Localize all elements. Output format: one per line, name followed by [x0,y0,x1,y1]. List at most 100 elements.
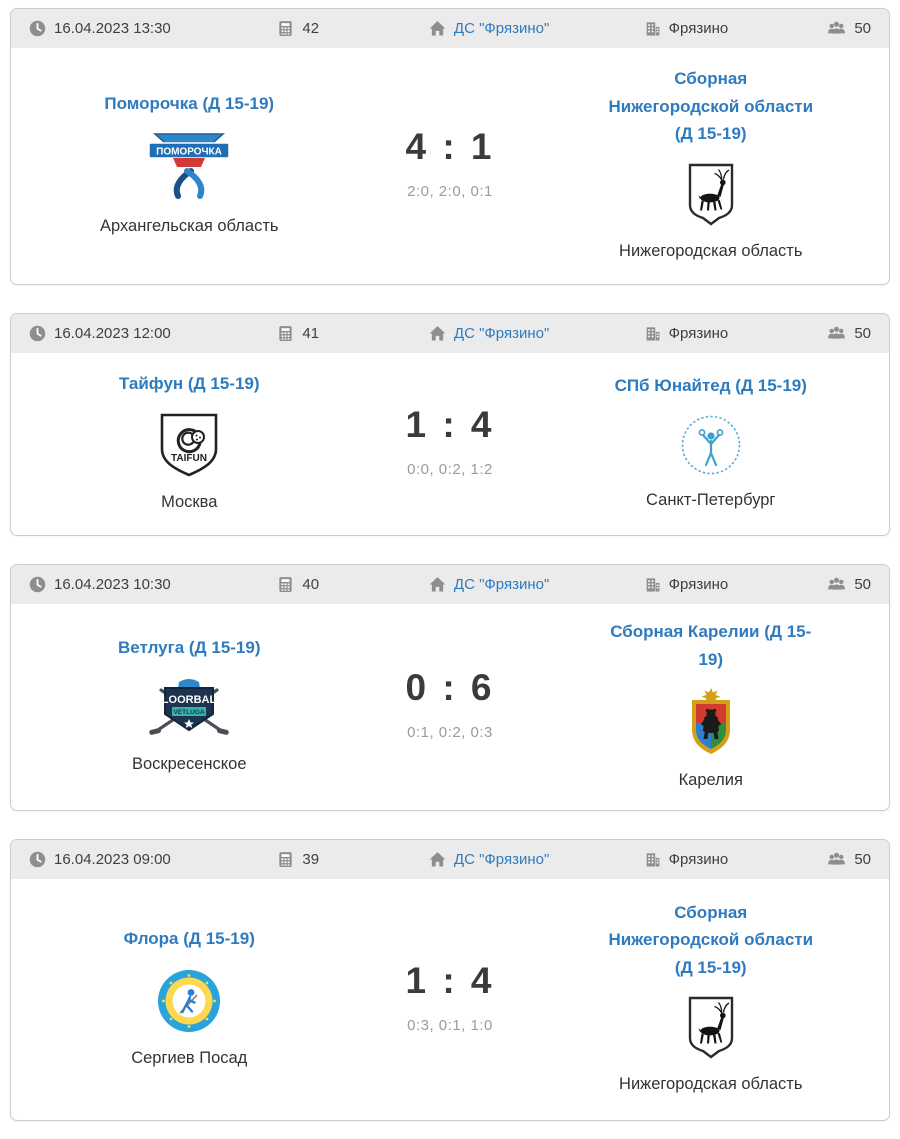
clock-icon [29,325,46,342]
period-scores: 2:0, 2:0, 0:1 [407,183,493,200]
away-team: Сборная Нижегородской области (Д 15-19) … [563,899,860,1095]
period-scores: 0:1, 0:2, 0:3 [407,724,493,741]
spb-united-logo[interactable] [680,414,742,476]
match-header: 16.04.2023 13:30 42 ДС "Фрязино" Фрязино… [11,9,889,48]
match-venue: ДС "Фрязино" [429,851,644,868]
home-icon [429,325,446,342]
match-number: 42 [277,20,429,37]
spectators-count: 50 [854,20,871,37]
home-team-region: Воскресенское [131,755,247,774]
pomorochka-logo[interactable] [139,132,239,202]
home-team-region: Сергиев Посад [131,1048,248,1067]
match-body: Тайфун (Д 15-19) Москва 1 : 4 0:0, 0:2, … [11,353,889,535]
away-team-region: Карелия [678,771,743,790]
clock-icon [29,576,46,593]
match-number-text: 40 [302,576,320,593]
home-team-name-link[interactable]: Флора (Д 15-19) [123,929,255,949]
spectators-count: 50 [854,576,871,593]
home-team: Ветлуга (Д 15-19) Воскресенское [41,634,338,775]
spectators-icon [827,851,846,868]
home-team-name-link[interactable]: Ветлуга (Д 15-19) [117,637,261,657]
match-city: Фрязино [644,851,791,868]
match-datetime: 16.04.2023 13:30 [29,20,277,37]
home-icon [429,20,446,37]
home-team-name-link[interactable]: Тайфун (Д 15-19) [118,373,260,393]
calculator-icon [277,576,294,593]
match-header: 16.04.2023 09:00 39 ДС "Фрязино" Фрязино… [11,840,889,879]
match-spectators: 50 [791,851,871,868]
score-block: 4 : 1 2:0, 2:0, 0:1 [338,126,563,200]
period-scores: 0:3, 0:1, 1:0 [407,1016,493,1034]
match-city: Фрязино [644,325,791,342]
nizhny-novgorod-deer-logo[interactable] [687,996,735,1060]
spectators-count: 50 [854,851,871,868]
score: 0 : 6 [405,667,495,708]
away-team-name-link[interactable]: СПб Юнайтед (Д 15-19) [614,375,807,395]
vetluga-floorball-logo[interactable] [145,676,233,740]
spectators-icon [827,325,846,342]
away-team-name-link[interactable]: Сборная Карелии (Д 15- 19) [610,621,812,669]
venue-link[interactable]: ДС "Фрязино" [453,576,550,593]
match-number-text: 42 [302,20,320,37]
score-block: 0 : 6 0:1, 0:2, 0:3 [338,667,563,741]
match-spectators: 50 [791,325,871,342]
match-venue: ДС "Фрязино" [429,576,644,593]
match-venue: ДС "Фрязино" [429,20,644,37]
match-datetime: 16.04.2023 09:00 [29,851,277,868]
score: 1 : 4 [405,959,495,1001]
match-body: Флора (Д 15-19) Сергиев Посад 1 : 4 0:3,… [11,879,889,1120]
venue-link[interactable]: ДС "Фрязино" [453,325,550,342]
match-datetime-text: 16.04.2023 09:00 [54,851,171,868]
match-number: 40 [277,576,429,593]
venue-link[interactable]: ДС "Фрязино" [453,851,550,868]
home-team-name-link[interactable]: Поморочка (Д 15-19) [104,93,275,113]
away-team: СПб Юнайтед (Д 15-19) Санкт-Петербург [563,372,860,511]
away-team-region: Санкт-Петербург [646,491,776,510]
score-block: 1 : 4 0:3, 0:1, 1:0 [338,960,563,1034]
match-body: Ветлуга (Д 15-19) Воскресенское 0 : 6 0:… [11,604,889,810]
score: 4 : 1 [405,126,495,167]
karelia-coat-of-arms-logo[interactable] [684,688,738,756]
match-header: 16.04.2023 10:30 40 ДС "Фрязино" Фрязино… [11,565,889,604]
match-card: 16.04.2023 13:30 42 ДС "Фрязино" Фрязино… [10,8,890,285]
match-card: 16.04.2023 10:30 40 ДС "Фрязино" Фрязино… [10,564,890,811]
match-card: 16.04.2023 09:00 39 ДС "Фрязино" Фрязино… [10,839,890,1121]
venue-link[interactable]: ДС "Фрязино" [453,20,550,37]
city-text: Фрязино [668,576,729,593]
match-datetime-text: 16.04.2023 13:30 [54,20,171,37]
away-team: Сборная Карелии (Д 15- 19) Карелия [563,618,860,790]
match-venue: ДС "Фрязино" [429,325,644,342]
calculator-icon [277,851,294,868]
match-datetime: 16.04.2023 10:30 [29,576,277,593]
match-number-text: 41 [302,325,320,342]
spectators-count: 50 [854,325,871,342]
flora-logo[interactable] [156,968,222,1034]
match-number-text: 39 [302,851,320,868]
city-text: Фрязино [668,325,729,342]
score-block: 1 : 4 0:0, 0:2, 1:2 [338,404,563,478]
match-spectators: 50 [791,576,871,593]
spectators-icon [827,576,846,593]
nizhny-novgorod-deer-logo[interactable] [687,163,735,227]
match-city: Фрязино [644,576,791,593]
calculator-icon [277,20,294,37]
home-icon [429,851,446,868]
match-datetime-text: 16.04.2023 12:00 [54,325,171,342]
city-text: Фрязино [668,20,729,37]
match-datetime: 16.04.2023 12:00 [29,325,277,342]
home-team: Тайфун (Д 15-19) Москва [41,370,338,513]
away-team-name-link[interactable]: Сборная Нижегородской области (Д 15-19) [608,902,814,977]
match-body: Поморочка (Д 15-19) Архангельская област… [11,48,889,284]
taifun-logo[interactable] [156,412,222,478]
away-team-name-link[interactable]: Сборная Нижегородской области (Д 15-19) [608,69,814,144]
home-icon [429,576,446,593]
match-number: 41 [277,325,429,342]
building-icon [644,851,661,868]
match-datetime-text: 16.04.2023 10:30 [54,576,171,593]
away-team-region: Нижегородская область [619,1075,803,1094]
clock-icon [29,20,46,37]
match-city: Фрязино [644,20,791,37]
spectators-icon [827,20,846,37]
city-text: Фрязино [668,851,729,868]
